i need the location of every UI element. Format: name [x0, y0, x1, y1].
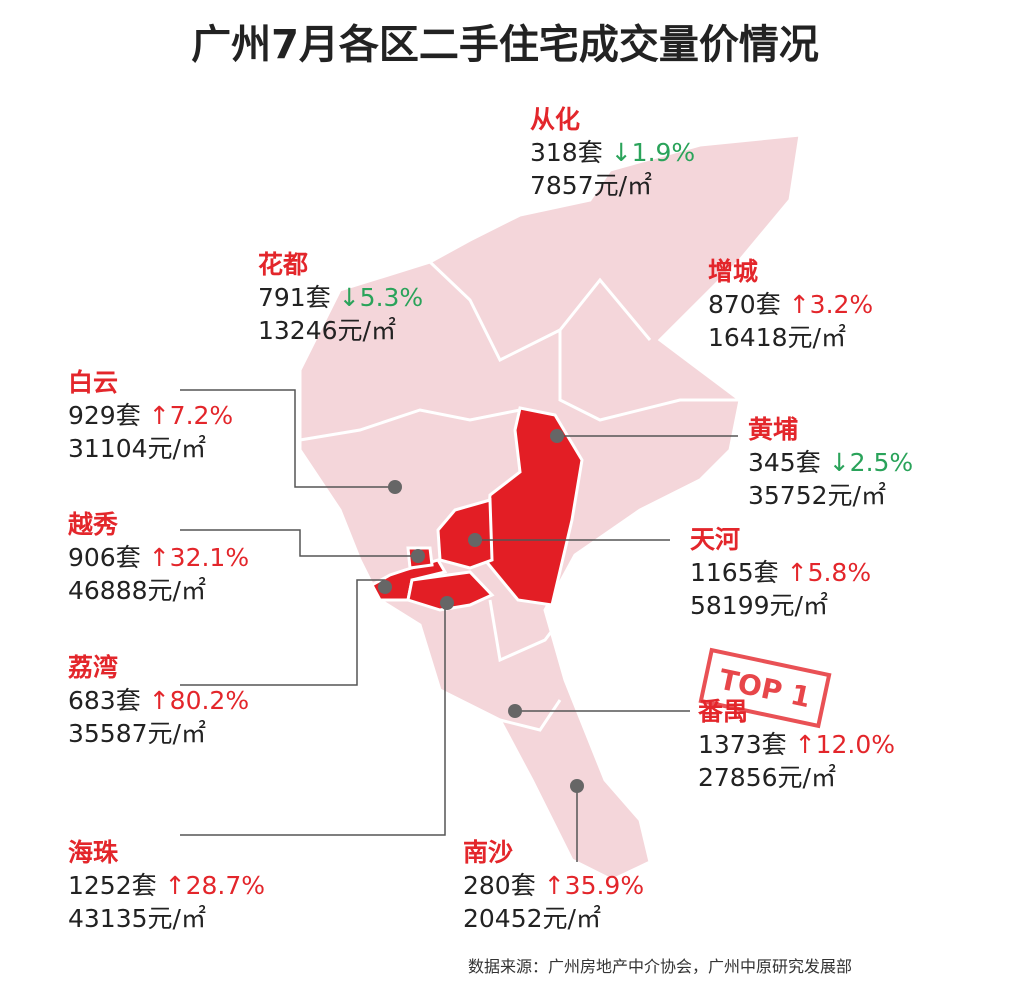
district-change: ↑7.2% [149, 401, 233, 430]
boundary [499, 699, 562, 732]
district-price: 16418元/㎡ [708, 323, 846, 352]
leaders [180, 389, 738, 862]
leader-line [180, 389, 395, 488]
dot [378, 580, 392, 594]
dot [468, 533, 482, 547]
district-volume: 1373套 [698, 730, 787, 759]
district-volume: 683套 [68, 686, 141, 715]
district-volume: 791套 [258, 283, 331, 312]
title: 广州7月各区二手住宅成交量价情况 [191, 22, 819, 68]
district-change: ↓5.3% [339, 283, 423, 312]
boundary [299, 408, 521, 442]
dot [508, 704, 522, 718]
district-price: 43135元/㎡ [68, 904, 206, 933]
district-name: 花都 [258, 250, 308, 279]
district-name: 从化 [530, 105, 580, 134]
district-volume: 345套 [748, 448, 821, 477]
district-price: 46888元/㎡ [68, 576, 206, 605]
boundary [558, 330, 740, 422]
district-volume: 906套 [68, 543, 141, 572]
district-name: 南沙 [463, 838, 513, 867]
district-name: 荔湾 [68, 653, 118, 682]
district-change: ↑12.0% [795, 730, 895, 759]
district-name: 海珠 [68, 838, 119, 867]
district-change: ↑35.9% [544, 871, 644, 900]
district-change: ↑32.1% [149, 543, 249, 572]
district-volume: 1252套 [68, 871, 157, 900]
district-change: ↑28.7% [165, 871, 265, 900]
district-volume: 870套 [708, 290, 781, 319]
region-haizhu [406, 570, 495, 612]
district-price: 31104元/㎡ [68, 434, 206, 463]
region-tianhe [483, 406, 584, 607]
district-price: 35587元/㎡ [68, 719, 206, 748]
dot [570, 779, 584, 793]
district-name: 番禺 [697, 697, 748, 726]
district-change: ↑3.2% [789, 290, 873, 319]
district-change: ↓1.9% [611, 138, 695, 167]
leader-line [180, 529, 418, 557]
district-price: 7857元/㎡ [530, 171, 652, 200]
district-name: 白云 [68, 368, 118, 397]
dot [550, 429, 564, 443]
region-yuexiu [436, 498, 494, 570]
district-change: ↑5.8% [787, 558, 871, 587]
district-change: ↑80.2% [149, 686, 249, 715]
stamp-border [698, 647, 832, 729]
district-price: 13246元/㎡ [258, 316, 396, 345]
district-volume: 1165套 [690, 558, 779, 587]
source: 数据来源：广州房地产中介协会，广州中原研究发展部 [468, 957, 852, 976]
district-name: 黄埔 [748, 415, 798, 444]
district-volume: 929套 [68, 401, 141, 430]
leader-line [180, 603, 446, 836]
dot [440, 596, 454, 610]
dot [388, 480, 402, 494]
district-price: 58199元/㎡ [690, 591, 828, 620]
district-name: 越秀 [68, 510, 118, 539]
district-change: ↓2.5% [829, 448, 913, 477]
district-name: 天河 [690, 525, 740, 554]
dot [411, 549, 425, 563]
district-volume: 318套 [530, 138, 603, 167]
district-price: 20452元/㎡ [463, 904, 601, 933]
leader-line [180, 579, 385, 686]
district-price: 35752元/㎡ [748, 481, 886, 510]
district-price: 27856元/㎡ [698, 763, 836, 792]
district-name: 增城 [708, 257, 758, 286]
boundary [428, 260, 652, 363]
boundary [488, 599, 562, 663]
district-volume: 280套 [463, 871, 536, 900]
